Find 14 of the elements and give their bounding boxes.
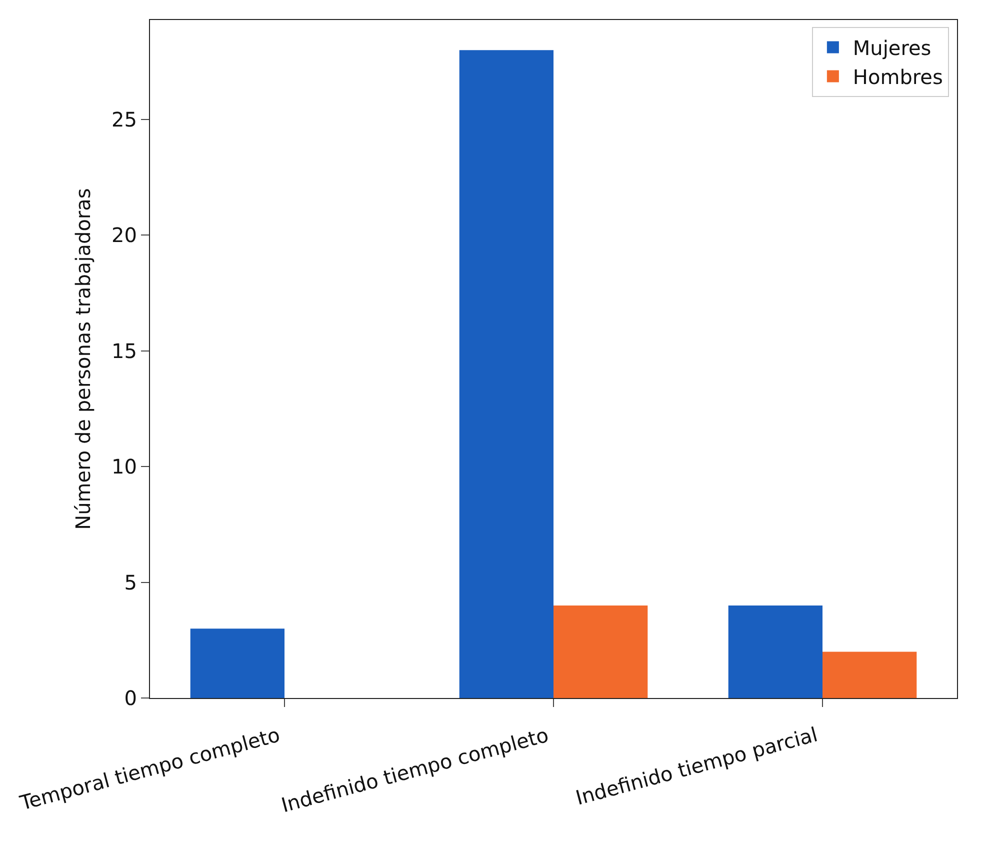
bar — [190, 628, 284, 698]
y-tick-label: 20 — [112, 223, 137, 248]
bar — [822, 652, 917, 698]
bar — [728, 605, 822, 698]
y-tick-label: 5 — [124, 570, 137, 594]
legend-label: Hombres — [852, 65, 943, 90]
bar — [459, 50, 554, 698]
bar — [554, 605, 648, 698]
y-axis-title: Número de personas trabajadoras — [71, 188, 96, 530]
legend-label: Mujeres — [852, 36, 932, 60]
y-tick-label: 25 — [112, 108, 137, 132]
y-tick-label: 0 — [124, 686, 137, 710]
y-tick-label: 15 — [112, 338, 137, 363]
y-tick-label: 10 — [112, 454, 137, 479]
